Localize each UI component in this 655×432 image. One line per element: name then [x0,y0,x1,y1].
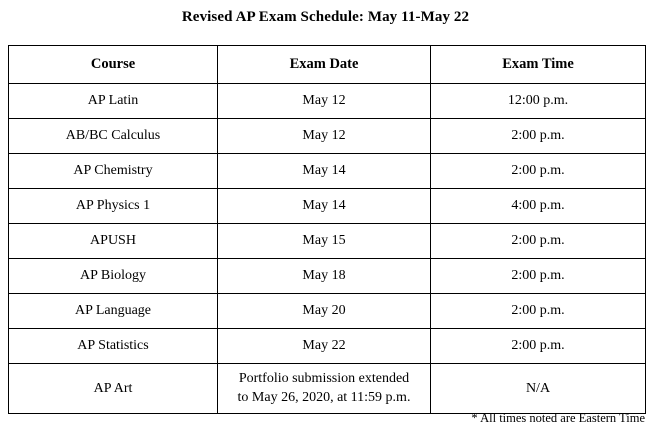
cell-exam-time: 2:00 p.m. [430,153,646,189]
column-header-exam-time: Exam Time [430,45,646,84]
table-body: AP Latin May 12 12:00 p.m. AB/BC Calculu… [8,83,646,414]
table-row: AP Latin May 12 12:00 p.m. [8,83,646,119]
cell-course: AP Latin [8,83,218,119]
cell-exam-time: 2:00 p.m. [430,258,646,294]
page-title: Revised AP Exam Schedule: May 11-May 22 [181,9,470,25]
cell-exam-date: May 14 [217,188,431,224]
cell-exam-time: 4:00 p.m. [430,188,646,224]
cell-exam-time: 12:00 p.m. [430,83,646,119]
cell-exam-time: 2:00 p.m. [430,118,646,154]
cell-course: AP Art [8,363,218,414]
cell-exam-time: 2:00 p.m. [430,293,646,329]
cell-exam-date: May 12 [217,118,431,154]
column-header-course: Course [8,45,218,84]
schedule-table-container: Course Exam Date Exam Time AP Latin May … [8,45,646,414]
cell-exam-date: May 20 [217,293,431,329]
exam-schedule-table: Course Exam Date Exam Time AP Latin May … [8,45,646,414]
cell-exam-date: May 14 [217,153,431,189]
cell-exam-date: May 18 [217,258,431,294]
cell-course: AP Biology [8,258,218,294]
cell-exam-date-line1: Portfolio submission extended [238,371,410,387]
cell-exam-date: May 15 [217,223,431,259]
cell-course: AP Chemistry [8,153,218,189]
table-row: AP Statistics May 22 2:00 p.m. [8,328,646,364]
table-header: Course Exam Date Exam Time [8,45,646,84]
cell-course: AP Statistics [8,328,218,364]
cell-exam-date-line2: to May 26, 2020, at 11:59 p.m. [237,389,411,405]
cell-exam-time: N/A [430,363,646,414]
cell-course: AP Language [8,293,218,329]
cell-course: APUSH [8,223,218,259]
table-row: AB/BC Calculus May 12 2:00 p.m. [8,118,646,154]
cell-course: AB/BC Calculus [8,118,218,154]
table-row: AP Physics 1 May 14 4:00 p.m. [8,188,646,224]
cell-course: AP Physics 1 [8,188,218,224]
table-row-ap-art: AP Art Portfolio submission extended to … [8,363,646,414]
column-header-exam-date: Exam Date [217,45,431,84]
cell-exam-time: 2:00 p.m. [430,223,646,259]
cell-exam-date: May 12 [217,83,431,119]
table-row: AP Chemistry May 14 2:00 p.m. [8,153,646,189]
cell-exam-date: May 22 [217,328,431,364]
cell-exam-time: 2:00 p.m. [430,328,646,364]
table-row: AP Language May 20 2:00 p.m. [8,293,646,329]
table-header-row: Course Exam Date Exam Time [8,45,646,84]
table-row: APUSH May 15 2:00 p.m. [8,223,646,259]
cell-exam-date: Portfolio submission extended to May 26,… [217,363,431,414]
table-row: AP Biology May 18 2:00 p.m. [8,258,646,294]
footnote-eastern-time: * All times noted are Eastern Time [471,411,645,425]
